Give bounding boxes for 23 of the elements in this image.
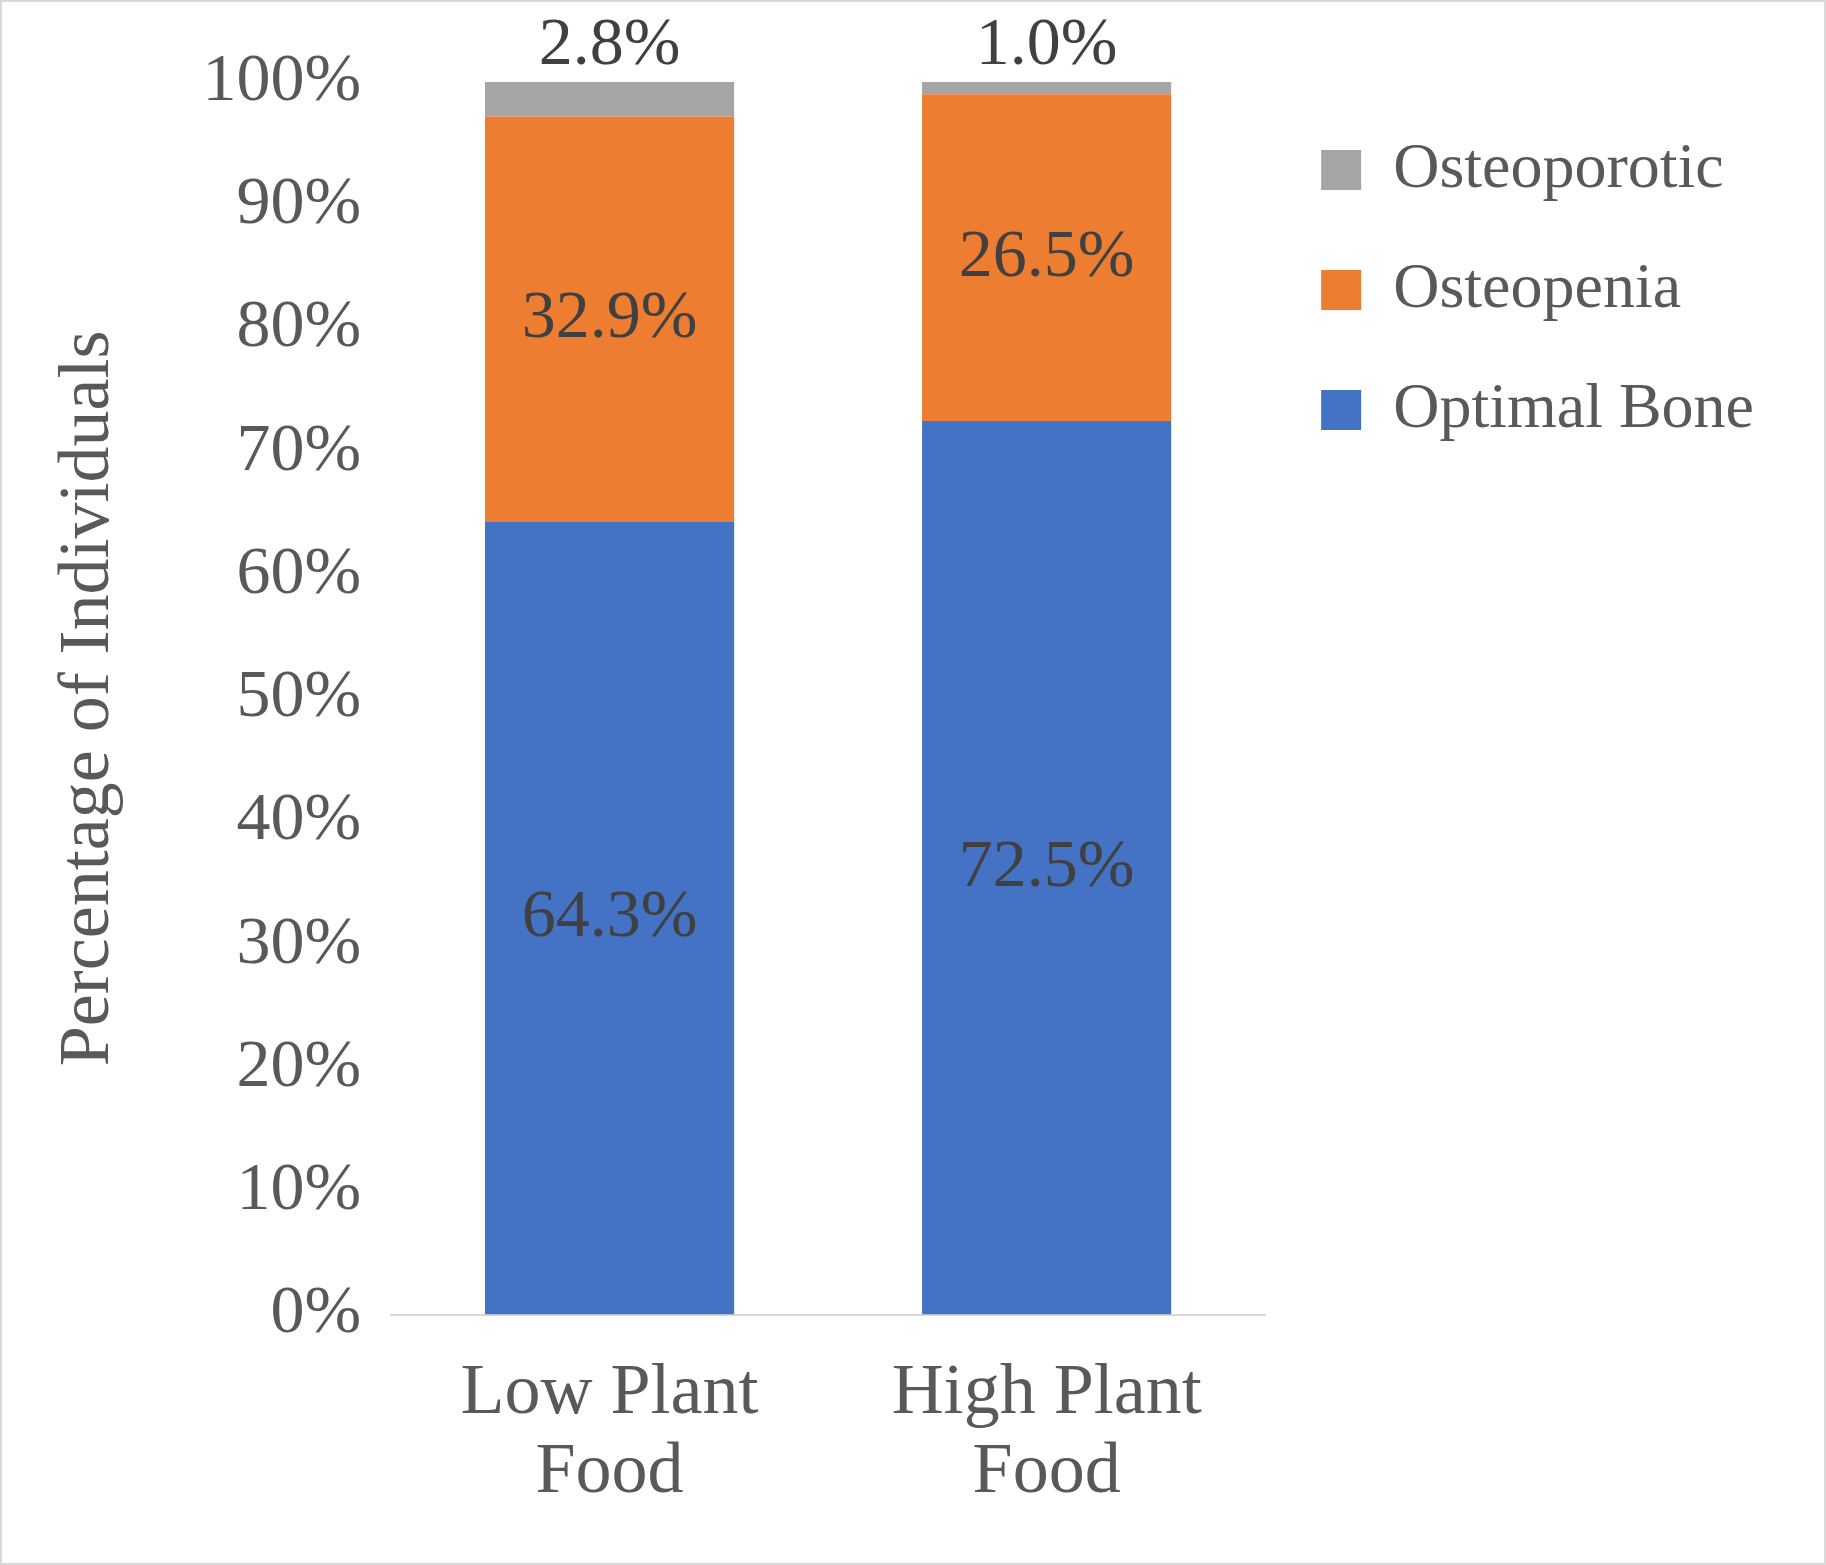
y-tick-label: 100% xyxy=(202,38,362,115)
y-axis-title: Percentage of Individuals xyxy=(44,330,125,1067)
x-tick-label: High Plant Food xyxy=(891,1349,1202,1509)
data-label: 32.9% xyxy=(521,276,698,353)
legend-label: Osteopenia xyxy=(1393,249,1682,321)
data-label: 2.8% xyxy=(538,2,681,79)
legend-label: Osteoporotic xyxy=(1393,129,1724,201)
y-tick-label: 10% xyxy=(236,1148,362,1225)
y-tick-label: 20% xyxy=(236,1024,362,1101)
y-tick-label: 0% xyxy=(270,1271,362,1348)
y-tick-label: 40% xyxy=(236,778,362,855)
y-tick-label: 80% xyxy=(236,285,362,362)
y-tick-label: 50% xyxy=(236,655,362,732)
y-tick-label: 90% xyxy=(236,162,362,239)
legend-label: Optimal Bone xyxy=(1393,369,1754,441)
data-label: 72.5% xyxy=(958,824,1135,901)
y-tick-label: 70% xyxy=(236,408,362,485)
data-label: 26.5% xyxy=(958,214,1135,291)
data-label: 1.0% xyxy=(975,2,1118,79)
x-tick-label: Low Plant Food xyxy=(460,1349,759,1509)
y-tick-label: 30% xyxy=(236,901,362,978)
y-tick-label: 60% xyxy=(236,531,362,608)
data-label: 64.3% xyxy=(521,875,698,952)
